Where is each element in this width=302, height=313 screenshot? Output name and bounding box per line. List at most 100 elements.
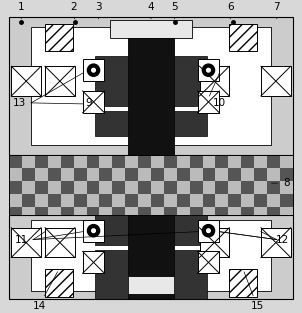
Bar: [138, 207, 151, 215]
Bar: [83, 91, 104, 113]
Bar: [112, 181, 125, 194]
Bar: [267, 155, 280, 168]
Text: 15: 15: [244, 272, 264, 311]
Bar: [190, 181, 203, 194]
Bar: [215, 207, 228, 215]
Bar: [35, 181, 48, 194]
Bar: [267, 207, 280, 215]
Text: 11: 11: [14, 235, 28, 244]
Circle shape: [88, 225, 100, 237]
Circle shape: [202, 225, 214, 237]
Bar: [174, 249, 207, 299]
Bar: [215, 181, 228, 194]
Bar: [35, 207, 48, 215]
Bar: [138, 181, 151, 194]
Bar: [61, 181, 74, 194]
Bar: [9, 155, 293, 215]
Bar: [229, 269, 257, 297]
Bar: [228, 194, 241, 207]
Text: 6: 6: [227, 2, 233, 19]
Bar: [112, 207, 125, 215]
Bar: [254, 168, 267, 181]
Bar: [198, 220, 219, 242]
Bar: [228, 168, 241, 181]
Circle shape: [88, 64, 100, 76]
Bar: [9, 155, 293, 215]
Bar: [22, 168, 35, 181]
Bar: [138, 155, 151, 168]
Bar: [200, 228, 229, 257]
Bar: [111, 20, 191, 38]
Bar: [200, 66, 229, 96]
Bar: [61, 155, 74, 168]
Bar: [280, 168, 293, 181]
Bar: [74, 194, 87, 207]
Bar: [261, 66, 291, 96]
Circle shape: [92, 229, 95, 233]
Bar: [83, 220, 104, 242]
Text: 2: 2: [70, 2, 77, 19]
Circle shape: [207, 68, 210, 72]
Bar: [229, 24, 257, 51]
Bar: [164, 155, 177, 168]
Text: 12: 12: [276, 235, 289, 244]
Bar: [61, 207, 74, 215]
Bar: [164, 181, 177, 194]
Bar: [99, 168, 112, 181]
Bar: [45, 66, 75, 96]
Bar: [241, 207, 254, 215]
Bar: [99, 194, 112, 207]
Bar: [45, 24, 73, 51]
Bar: [9, 155, 22, 168]
Circle shape: [202, 64, 214, 76]
Bar: [254, 194, 267, 207]
Bar: [177, 194, 190, 207]
Bar: [45, 269, 73, 297]
Bar: [87, 155, 99, 168]
Bar: [9, 207, 22, 215]
Bar: [45, 228, 75, 257]
Bar: [11, 66, 41, 96]
Bar: [151, 194, 164, 207]
Bar: [203, 194, 215, 207]
Bar: [174, 56, 207, 106]
Text: 3: 3: [95, 2, 102, 19]
Bar: [87, 181, 99, 194]
Bar: [128, 215, 174, 299]
Bar: [9, 181, 22, 194]
Bar: [125, 168, 138, 181]
Bar: [31, 27, 271, 146]
Bar: [190, 207, 203, 215]
Bar: [128, 38, 174, 155]
Bar: [95, 249, 128, 299]
Bar: [112, 155, 125, 168]
Bar: [267, 181, 280, 194]
Bar: [83, 251, 104, 273]
Bar: [164, 207, 177, 215]
Bar: [48, 168, 61, 181]
Bar: [241, 155, 254, 168]
Bar: [174, 111, 207, 136]
Bar: [83, 59, 104, 81]
Bar: [87, 207, 99, 215]
Bar: [95, 111, 128, 136]
Bar: [190, 155, 203, 168]
Text: 9: 9: [85, 98, 92, 108]
Bar: [111, 276, 191, 294]
Bar: [125, 194, 138, 207]
Bar: [48, 194, 61, 207]
Text: 5: 5: [172, 2, 178, 19]
Bar: [151, 168, 164, 181]
Bar: [280, 194, 293, 207]
Text: 8: 8: [272, 178, 290, 188]
Bar: [174, 215, 207, 244]
Bar: [215, 155, 228, 168]
Bar: [74, 168, 87, 181]
Bar: [261, 228, 291, 257]
Circle shape: [207, 229, 210, 233]
Bar: [31, 220, 271, 291]
Bar: [9, 215, 293, 299]
Bar: [177, 168, 190, 181]
Bar: [22, 194, 35, 207]
Bar: [198, 59, 219, 81]
